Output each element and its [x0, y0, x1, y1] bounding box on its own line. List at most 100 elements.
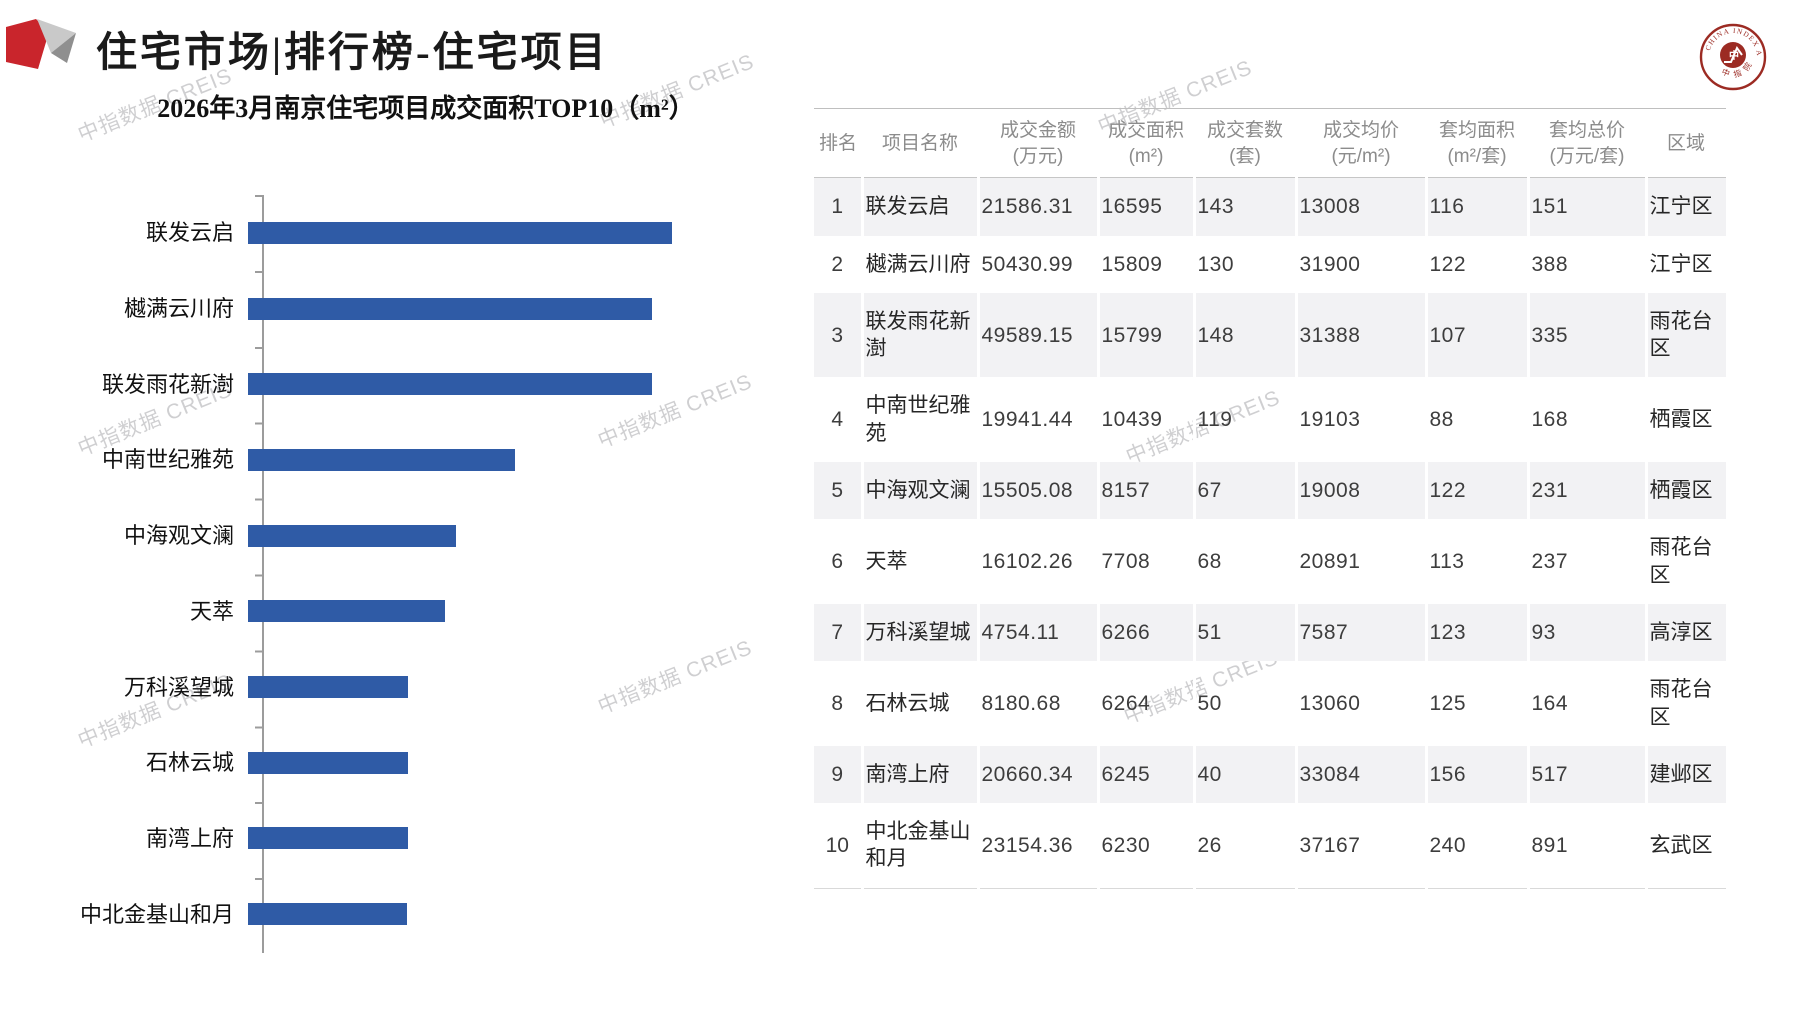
table-row: 9 南湾上府 20660.34 6245 40 33084 156 517 建邺区 — [814, 745, 1726, 804]
col-header-units: 成交套数 (套) — [1206, 120, 1283, 167]
category-label: 万科溪望城 — [123, 674, 234, 700]
col-header-amount: 成交金额 (万元) — [999, 120, 1076, 167]
amount: 19941.44 — [976, 377, 1098, 463]
rank: 4 — [831, 408, 844, 432]
area: 6264 — [1096, 661, 1194, 746]
area: 16595 — [1096, 177, 1194, 236]
category-label: 中北金基山和月 — [79, 901, 234, 927]
units: 40 — [1192, 745, 1296, 804]
col-header-name: 项目名称 — [881, 132, 958, 154]
col-header-avg-price: 成交均价 (元/m²) — [1322, 120, 1399, 167]
area: 6266 — [1096, 603, 1194, 662]
avg-area: 107 — [1424, 292, 1528, 378]
project-name: 中北金基山和月 — [860, 803, 978, 889]
rank: 3 — [814, 292, 862, 378]
district: 雨花台区 — [1644, 292, 1726, 378]
bar — [248, 600, 445, 623]
project-name: 联发云启 — [860, 177, 978, 236]
bar — [248, 751, 408, 774]
amount: 23154.36 — [976, 803, 1098, 889]
units: 119 — [1192, 377, 1296, 463]
units: 130 — [1192, 235, 1296, 293]
avg-price: 19103 — [1294, 377, 1426, 463]
avg-total: 335 — [1526, 292, 1646, 378]
category-label: 中海观文澜 — [123, 523, 234, 549]
rank: 9 — [814, 745, 862, 804]
amount: 16102.26 — [976, 519, 1098, 604]
ranking-table: 排名 项目名称 成交金额 (万元) 成交面积 (m²) 成交套数 (套) 成交均价 (元… — [814, 108, 1726, 889]
area: 15799 — [1096, 292, 1194, 378]
bar-row: 中海观文澜 — [40, 498, 752, 574]
avg-total: 891 — [1526, 803, 1646, 889]
header-logo-icon — [6, 19, 76, 69]
table-header-row: 排名 项目名称 成交金额 (万元) 成交面积 (m²) 成交套数 (套) 成交均价 (元… — [814, 108, 1726, 178]
amount: 4754.11 — [976, 603, 1098, 662]
area: 10439 — [1096, 377, 1194, 463]
bar-row: 中南世纪雅苑 — [40, 422, 752, 498]
category-label: 南湾上府 — [145, 825, 234, 851]
avg-price: 31388 — [1294, 292, 1426, 378]
table-row: 8 石林云城 8180.68 6264 50 13060 125 164 雨花台区 — [814, 661, 1726, 746]
col-header-area: 成交面积 (m²) — [1107, 120, 1184, 167]
district: 玄武区 — [1644, 803, 1726, 889]
avg-area: 122 — [1424, 462, 1528, 520]
avg-price: 33084 — [1294, 745, 1426, 804]
area: 7708 — [1096, 519, 1194, 604]
bar — [248, 524, 456, 547]
amount: 15505.08 — [976, 462, 1098, 520]
district: 雨花台区 — [1644, 519, 1726, 604]
category-label: 石林云城 — [145, 750, 234, 776]
avg-area: 123 — [1424, 603, 1528, 662]
page-title: 住宅市场|排行榜-住宅项目 — [96, 29, 609, 75]
amount: 21586.31 — [976, 177, 1098, 236]
table-row: 10 中北金基山和月 23154.36 6230 26 37167 240 891 玄武区 — [814, 803, 1726, 889]
category-label: 中南世纪雅苑 — [101, 447, 234, 473]
bar-row: 石林云城 — [40, 725, 752, 801]
district: 高淳区 — [1644, 603, 1726, 662]
avg-total: 517 — [1526, 745, 1646, 804]
category-label: 联发雨花新澍 — [101, 371, 234, 397]
units: 143 — [1192, 177, 1296, 236]
bar — [248, 448, 515, 471]
bar-row: 联发雨花新澍 — [40, 346, 752, 422]
table-row: 5 中海观文澜 15505.08 8157 67 19008 122 231 栖霞区 — [814, 462, 1726, 520]
rank: 5 — [814, 462, 862, 520]
avg-price: 37167 — [1294, 803, 1426, 889]
bar-row: 南湾上府 — [40, 801, 752, 877]
project-name: 中海观文澜 — [860, 462, 978, 520]
bar — [248, 221, 672, 244]
area: 15809 — [1096, 235, 1194, 293]
svg-text:中: 中 — [1729, 49, 1739, 62]
avg-price: 20891 — [1294, 519, 1426, 604]
avg-price: 19008 — [1294, 462, 1426, 520]
district: 江宁区 — [1644, 177, 1726, 236]
avg-area: 88 — [1424, 377, 1528, 463]
col-header-district: 区域 — [1666, 132, 1705, 154]
table-row: 6 天萃 16102.26 7708 68 20891 113 237 雨花台区 — [814, 519, 1726, 604]
bar-row: 天萃 — [40, 574, 752, 650]
bar — [248, 676, 408, 699]
rank: 7 — [814, 603, 862, 662]
amount: 49589.15 — [976, 292, 1098, 378]
avg-total: 231 — [1526, 462, 1646, 520]
rank: 2 — [831, 252, 844, 276]
chart-plot-area: 联发云启 樾满云川府 联发雨花新澍 中南世纪雅苑 中海观文澜 天萃 万科溪望城 … — [40, 195, 752, 952]
avg-area: 156 — [1424, 745, 1528, 804]
project-name: 万科溪望城 — [860, 603, 978, 662]
project-name: 石林云城 — [860, 661, 978, 746]
avg-price: 13008 — [1294, 177, 1426, 236]
bar — [248, 373, 652, 396]
table-row: 1 联发云启 21586.31 16595 143 13008 116 151 江宁区 — [814, 177, 1726, 236]
rank: 1 — [814, 177, 862, 236]
district: 栖霞区 — [1644, 462, 1726, 520]
amount: 50430.99 — [976, 235, 1098, 293]
rank: 10 — [825, 833, 849, 857]
rank: 6 — [831, 550, 844, 573]
axis-ticks — [255, 195, 262, 954]
chart-title: 2026年3月南京住宅项目成交面积TOP10（m²） — [157, 94, 695, 123]
bar-row: 联发云启 — [40, 195, 752, 271]
district: 雨花台区 — [1644, 661, 1726, 746]
units: 68 — [1192, 519, 1296, 604]
units: 51 — [1192, 603, 1296, 662]
table-row: 7 万科溪望城 4754.11 6266 51 7587 123 93 高淳区 — [814, 603, 1726, 662]
